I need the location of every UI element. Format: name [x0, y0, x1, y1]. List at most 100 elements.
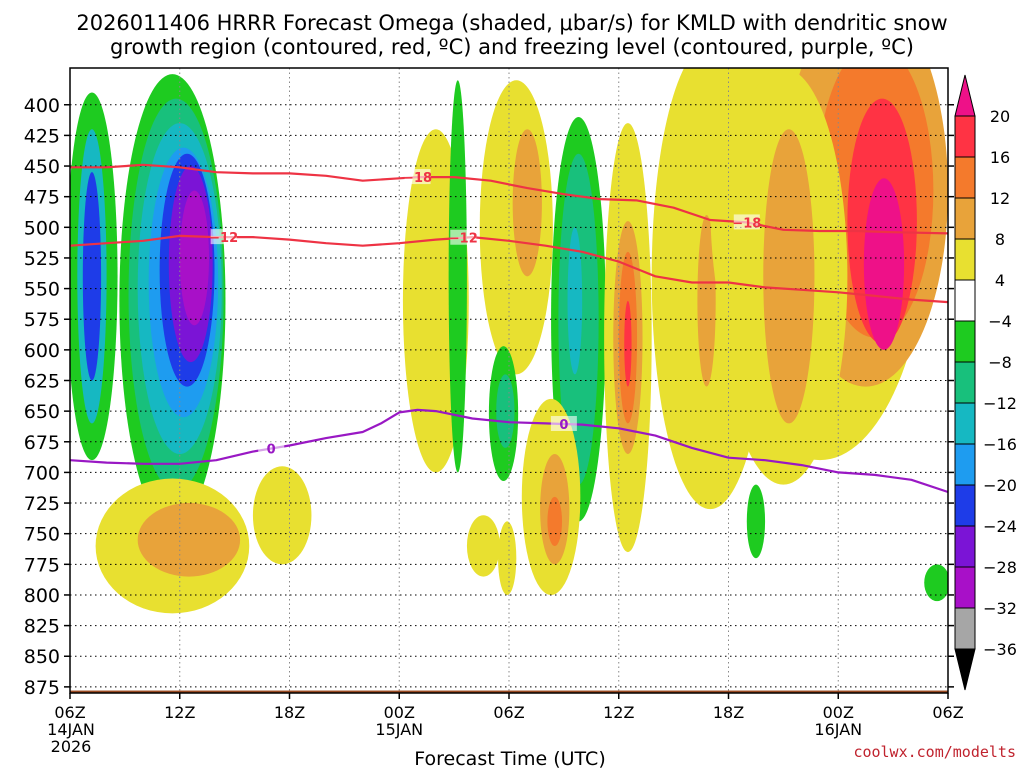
omega-cell — [498, 521, 517, 595]
contour-label-bg — [733, 214, 760, 230]
omega-cell — [137, 503, 241, 577]
colorbar-label: 4 — [995, 271, 1005, 290]
y-tick-label: 600 — [24, 340, 60, 362]
y-tick-label: 725 — [24, 493, 60, 515]
y-tick-label: 425 — [24, 125, 60, 147]
x-tick-label: 00Z — [823, 703, 854, 722]
contour-label: 0 — [559, 418, 568, 433]
x-tick-label: 06Z — [493, 703, 524, 722]
omega-cell — [924, 564, 948, 602]
x-axis-label: Forecast Time (UTC) — [414, 748, 605, 768]
colorbar-label: −32 — [983, 599, 1017, 618]
colorbar-band — [954, 115, 976, 158]
colorbar-label: −28 — [983, 558, 1017, 577]
y-tick-label: 825 — [24, 616, 60, 638]
y-tick-label: 450 — [24, 156, 60, 178]
y-tick-label: 800 — [24, 585, 60, 607]
omega-cell — [179, 190, 210, 326]
x-tick-label: 06Z — [54, 703, 85, 722]
colorbar-bottom-triangle — [954, 648, 976, 691]
grid-lines — [70, 68, 948, 693]
omega-cell — [746, 484, 766, 559]
colorbar-band — [954, 156, 976, 199]
y-tick-label: 550 — [24, 279, 60, 301]
y-tick-label: 850 — [24, 646, 60, 668]
terrain-band — [70, 690, 948, 693]
y-tick-label: 525 — [24, 248, 60, 270]
colorbar-label: −36 — [983, 640, 1017, 659]
colorbar-label: −20 — [983, 476, 1017, 495]
x-tick-label: 12Z — [603, 703, 634, 722]
colorbar-band — [954, 402, 976, 445]
y-tick-label: 500 — [24, 217, 60, 239]
y-tick-label: 875 — [24, 677, 60, 699]
contour-label-bg — [210, 229, 237, 245]
colorbar-band — [954, 566, 976, 609]
colorbar-band — [954, 361, 976, 404]
x-tick-label: 06Z — [932, 703, 963, 722]
x-tick-label: 15JAN — [375, 720, 423, 739]
colorbar-label: 16 — [990, 148, 1010, 167]
plot-area: −18 −18 −12 −12 0 0 — [70, 68, 948, 693]
y-tick-label: 650 — [24, 401, 60, 423]
omega-cell — [547, 496, 563, 546]
colorbar-band — [954, 443, 976, 486]
omega-cell — [466, 515, 500, 577]
y-tick-label: 625 — [24, 371, 60, 393]
colorbar-label: 8 — [995, 230, 1005, 249]
contour-label: −18 — [732, 216, 761, 231]
omega-cell — [567, 227, 583, 375]
y-tick-label: 475 — [24, 187, 60, 209]
omega-cell — [863, 178, 905, 350]
contour-lines: −18 −18 −12 −12 0 0 — [70, 163, 948, 494]
contour-label-bg — [450, 229, 477, 245]
y-tick-label: 575 — [24, 309, 60, 331]
y-tick-label: 700 — [24, 462, 60, 484]
colorbar-band — [954, 238, 976, 281]
x-tick-label: 16JAN — [814, 720, 862, 739]
colorbar-band — [954, 279, 976, 322]
omega-cell — [252, 466, 312, 565]
omega-shading — [70, 68, 948, 614]
colorbar: 20 16 12 8 4 −4 −8 −12 −16 −20 −24 −28 −32 −36 — [954, 74, 1017, 691]
x-tick-label: 2026 — [51, 737, 92, 756]
contour-label-bg — [404, 169, 431, 185]
y-tick-label: 750 — [24, 524, 60, 546]
watermark: coolwx.com/modelts — [853, 743, 1016, 761]
contour-line — [70, 408, 948, 494]
colorbar-label: 20 — [990, 107, 1010, 126]
colorbar-band — [954, 484, 976, 527]
x-tick-label: 18Z — [274, 703, 305, 722]
x-tick-label: 00Z — [384, 703, 415, 722]
contour-line — [70, 163, 948, 235]
chart-title-line-2: growth region (contoured, red, ºC) and f… — [110, 35, 914, 59]
x-tick-label: 14JAN — [47, 720, 95, 739]
contour-label: −18 — [403, 171, 432, 186]
colorbar-band — [954, 607, 976, 650]
contour-label: 0 — [267, 443, 276, 458]
contour-label: −12 — [209, 231, 238, 246]
colorbar-label: 12 — [990, 189, 1010, 208]
y-tick-label: 675 — [24, 432, 60, 454]
colorbar-top-triangle — [954, 74, 976, 117]
omega-cell — [763, 129, 815, 424]
contour-label-bg — [258, 440, 285, 456]
colorbar-band — [954, 525, 976, 568]
omega-cell — [512, 129, 542, 277]
y-tick-label: 775 — [24, 554, 60, 576]
contour-label: −12 — [449, 232, 478, 247]
y-axis: 400 425 450 475 500 525 550 575 600 625 650 675 700 7… — [24, 95, 954, 699]
colorbar-label: −8 — [988, 353, 1012, 372]
y-tick-label: 400 — [24, 95, 60, 117]
x-tick-label: 18Z — [713, 703, 744, 722]
contour-label-bg — [550, 416, 577, 432]
omega-cell — [624, 300, 632, 387]
colorbar-label: −16 — [983, 435, 1017, 454]
colorbar-label: −12 — [983, 394, 1017, 413]
colorbar-label: −4 — [988, 312, 1012, 331]
x-tick-label: 12Z — [164, 703, 195, 722]
omega-cell — [82, 172, 102, 381]
chart-title-line-1: 2026011406 HRRR Forecast Omega (shaded, … — [76, 11, 947, 35]
